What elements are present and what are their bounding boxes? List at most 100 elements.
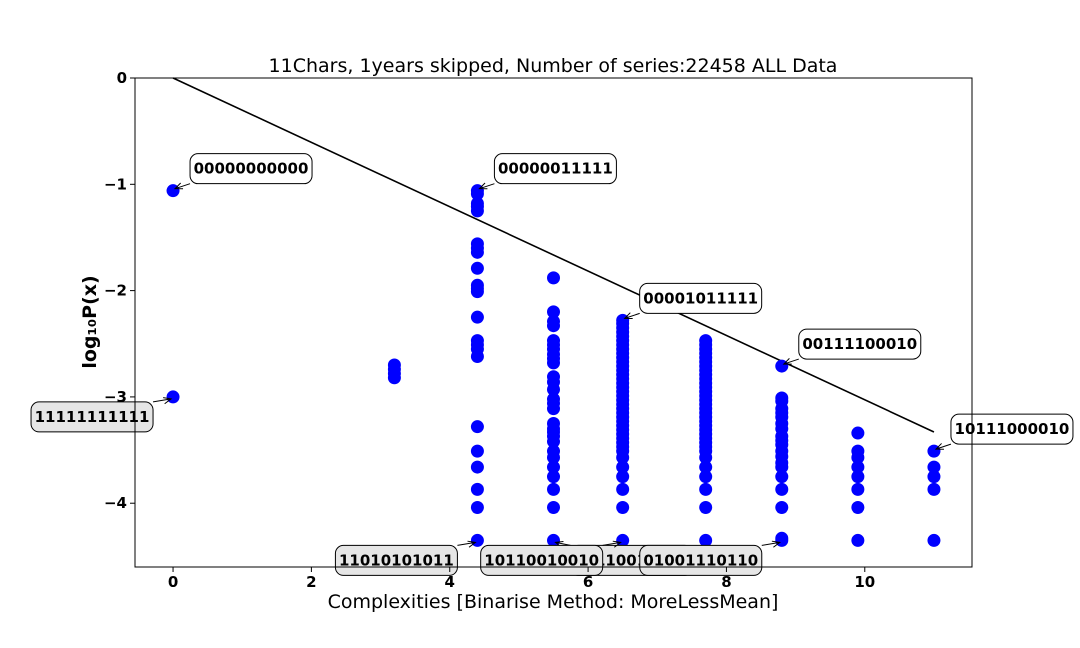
annotation: 00000000000 [173,153,313,190]
data-point [387,371,401,385]
annotation-arrow [602,541,621,546]
data-point [851,533,865,547]
annotation-arrowhead [771,540,782,548]
data-point [699,533,713,547]
data-point [470,187,484,201]
annotation-arrow [174,183,191,190]
annotation-arrowhead [623,312,633,319]
data-point [470,500,484,514]
annotation-arrow [152,398,172,403]
annotation-box [798,328,922,360]
y-axis-ticks: 0 −1 −2 −3 −4 [104,69,135,512]
data-point [166,390,180,404]
plot-frame [134,77,973,568]
x-axis-ticks: 0 2 4 6 8 10 [168,567,875,591]
x-tick-label: 0 [168,573,178,591]
annotation-label: 00000011111 [498,160,613,178]
data-point [547,460,560,474]
data-point [699,460,713,474]
data-point [699,482,713,496]
y-tick-label: −3 [104,388,127,406]
y-tick-label: 0 [117,69,127,87]
annotation-label: 00111100010 [802,335,917,353]
annotation-arrowhead [934,443,944,450]
annotation: 11010101011 [334,540,477,576]
data-point [927,482,941,496]
x-tick-label: 10 [854,573,875,591]
x-tick-label: 2 [306,573,316,591]
data-point [616,460,630,474]
data-point [699,470,713,484]
data-point [699,500,713,514]
annotation-layer: 00000000000 11111111111 00000011111 1101010… [30,153,1074,576]
x-tick-label: 6 [583,573,593,591]
annotation-arrowhead [467,540,477,548]
data-point [616,451,630,465]
annotation: 10110010010 [480,540,622,576]
data-point [547,382,560,396]
data-point [699,451,713,465]
data-point [547,451,560,465]
data-point [775,500,789,514]
annotation-arrow [783,358,799,365]
data-point [470,460,484,474]
annotation-label: 11111111111 [35,408,150,426]
trend-line [172,77,935,433]
annotation-label: 00000000000 [194,160,309,178]
annotation-arrowhead [782,358,792,365]
data-point [927,460,941,474]
data-point [547,435,560,449]
annotation-label: 10110010010 [484,551,599,569]
annotation-label: 10111000010 [955,420,1070,438]
data-point [616,470,630,484]
data-point [470,285,484,299]
annotation-arrowhead [612,540,622,548]
annotation-box [334,544,458,576]
annotation-label: 00001011111 [643,289,758,307]
annotation-arrow [935,443,952,450]
data-point [851,500,865,514]
annotation-arrowhead [163,397,173,405]
data-point [547,500,560,514]
data-point [851,460,865,474]
data-point [775,460,789,474]
annotation: 00111100010 [782,328,922,365]
annotation-arrow [761,541,780,546]
annotation-box [480,544,604,576]
annotation-box [493,153,617,185]
y-axis-label: log₁₀P(x) [79,275,101,368]
data-point [470,310,484,324]
annotation: 00001011111 [623,282,763,319]
annotation-box [30,401,154,433]
x-axis-label: Complexities [Binarise Method: MoreLessM… [328,591,779,613]
data-point [547,305,560,319]
plot-marks [166,77,941,547]
annotation-label: 11010101011 [339,551,454,569]
annotation: 10111000010 [934,413,1074,450]
data-point [470,245,484,259]
annotation-arrow [624,312,640,319]
data-point [470,482,484,496]
data-point [547,356,560,370]
x-tick-label: 8 [721,573,731,591]
annotation-arrow [479,183,495,190]
data-point [927,470,941,484]
data-point [470,350,484,364]
data-point [775,470,789,484]
annotation: 11111111111 [30,397,173,433]
annotation-box [639,544,763,576]
data-point [851,482,865,496]
data-point [616,500,630,514]
annotation-arrowhead [478,182,488,190]
data-point [470,204,484,218]
data-point [547,402,560,416]
annotation: 00000011111 [478,153,617,190]
annotation-box [189,153,313,185]
chart-title: 11Chars, 1years skipped, Number of serie… [269,55,838,77]
annotation: 01001110110 [639,540,782,576]
annotation-label: 01001110110 [643,551,758,569]
data-point [851,470,865,484]
data-point [547,319,560,333]
y-tick-label: −4 [104,494,127,512]
